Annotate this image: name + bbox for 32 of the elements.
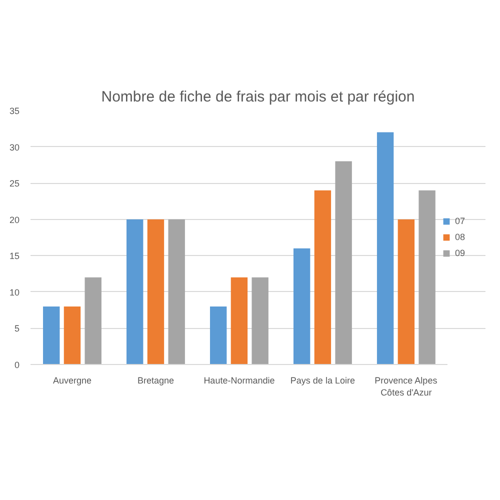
y-tick-label: 5: [14, 324, 20, 334]
y-tick-label: 10: [9, 287, 20, 298]
x-tick-label: Haute-Normandie: [204, 376, 275, 386]
bar: [335, 161, 352, 364]
y-tick-label: 35: [9, 106, 20, 116]
bar: [376, 132, 394, 364]
legend-label: 07: [455, 216, 466, 226]
bar: [126, 219, 144, 364]
x-tick-label: Bretagne: [137, 376, 174, 386]
x-tick-label: Pays de la Loire: [290, 376, 355, 386]
x-tick-label: Auvergne: [52, 376, 92, 386]
y-tick-label: 25: [9, 178, 20, 189]
y-tick-label: 0: [14, 360, 20, 370]
y-tick-label: 20: [9, 214, 20, 225]
bar: [64, 306, 81, 364]
bar: [43, 306, 60, 364]
chart-title: Nombre de fiche de frais par mois et par région: [101, 88, 415, 106]
bar: [210, 306, 227, 364]
x-tick-label: Provence Alpes Côtes d'Azur: [374, 376, 438, 398]
legend-label: 08: [455, 232, 466, 242]
bar: [293, 248, 310, 364]
bar: [147, 219, 164, 364]
bar: [418, 190, 436, 364]
bar: [398, 219, 415, 364]
y-tick-label: 15: [9, 251, 20, 262]
bar: [314, 190, 332, 364]
bar: [230, 277, 248, 364]
legend-label: 09: [455, 248, 466, 258]
bar: [252, 277, 268, 364]
bar: [168, 219, 185, 364]
y-tick-label: 30: [9, 142, 20, 152]
bar: [84, 277, 102, 364]
